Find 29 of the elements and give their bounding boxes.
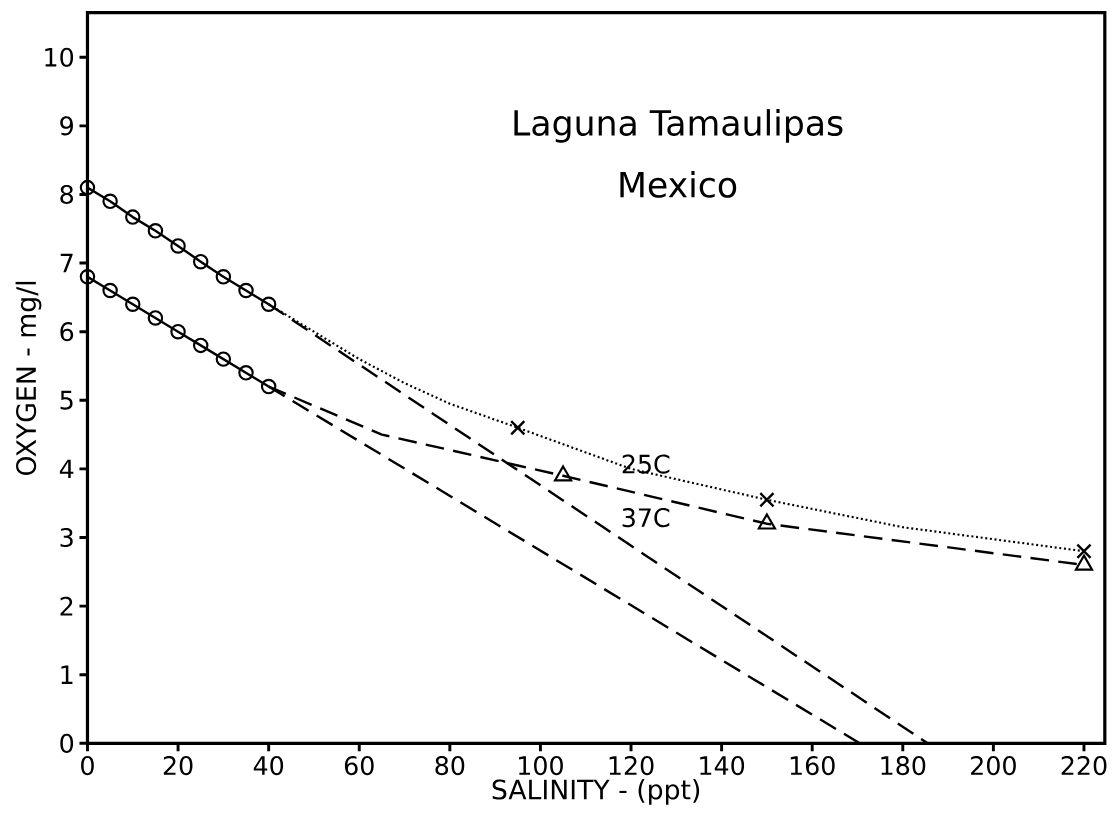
x-tick-label: 40 <box>253 756 284 776</box>
x-tick-label: 0 <box>81 756 94 776</box>
y-tick-label: 5 <box>60 390 73 410</box>
y-tick-label: 7 <box>60 253 73 273</box>
x-tick-label: 200 <box>971 756 1016 776</box>
series-label: 37C <box>622 508 670 528</box>
series-label: 25C <box>622 454 670 474</box>
x-tick-label: 60 <box>344 756 374 776</box>
y-tick-label: 3 <box>60 527 73 548</box>
y-tick-label: 0 <box>60 733 74 753</box>
x-tick-label: 100 <box>519 756 563 776</box>
text: Laguna Tamaulipas <box>514 109 843 143</box>
x-tick-label: 140 <box>700 756 745 776</box>
y-tick-label: 1 <box>61 665 73 684</box>
x-tick-label: 80 <box>435 756 465 776</box>
x-tick-label: 220 <box>1061 756 1107 776</box>
x-axis-title: SALINITY - (ppt) <box>492 779 700 805</box>
y-tick-label: 8 <box>60 184 74 205</box>
y-tick-label: 9 <box>60 116 73 136</box>
y-tick-label: 2 <box>60 596 73 616</box>
text: Mexico <box>620 170 737 198</box>
y-axis-title: OXYGEN - mg/l <box>15 281 42 476</box>
y-tick-label: 4 <box>59 459 74 479</box>
y-tick-label: 6 <box>60 322 74 342</box>
x-tick-label: 20 <box>163 756 193 776</box>
y-tick-label: 10 <box>45 47 74 67</box>
x-tick-label: 160 <box>790 756 835 776</box>
x-tick-label: 180 <box>881 756 926 776</box>
x-tick-label: 120 <box>609 756 654 776</box>
